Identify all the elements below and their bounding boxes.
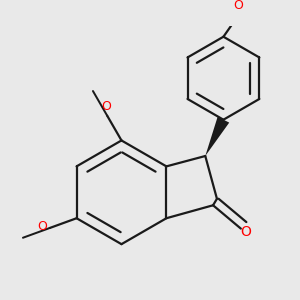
Text: O: O xyxy=(101,100,111,113)
Polygon shape xyxy=(205,117,229,156)
Text: O: O xyxy=(240,225,251,239)
Text: O: O xyxy=(233,0,243,12)
Text: O: O xyxy=(37,220,47,233)
